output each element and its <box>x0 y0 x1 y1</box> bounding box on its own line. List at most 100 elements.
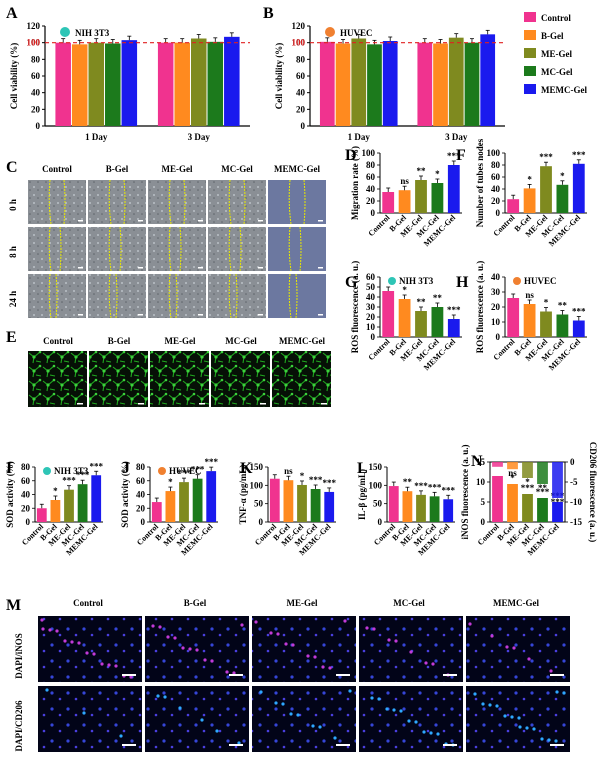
y-tick-label: 60 <box>491 172 501 182</box>
chart-d: Migration rate (%) 020406080100ControlnsB… <box>350 146 462 248</box>
scale-bar <box>138 314 143 316</box>
scale-bar <box>138 220 143 222</box>
bar-control <box>151 502 162 522</box>
bar-mc-gel-0 <box>367 44 382 127</box>
wound-edge-line <box>48 179 52 225</box>
bar-mc-gel <box>556 314 569 337</box>
bar-control <box>36 508 47 522</box>
significance-label: *** <box>191 465 205 475</box>
significance-label: *** <box>572 307 586 317</box>
y-tick-label: 10 <box>491 317 501 327</box>
chart-title: NIH 3T3 <box>54 466 89 476</box>
bar-b-gel <box>165 491 176 522</box>
wound-edge-line <box>295 273 298 319</box>
stained-cell <box>173 636 177 640</box>
wound-edge-line <box>119 226 122 272</box>
stained-cell <box>468 622 472 626</box>
scale-bar <box>199 403 205 405</box>
wound-edge-line <box>123 179 126 225</box>
stained-cell <box>70 640 74 644</box>
y-tick-label: 10 <box>476 477 486 487</box>
y-tick-label: 0 <box>301 121 306 131</box>
y-tick-label: 100 <box>487 148 501 158</box>
bar-me-gel <box>415 311 427 337</box>
bar-mc-gel-1 <box>207 41 224 127</box>
stained-cell <box>311 724 315 728</box>
y-tick-label: 50 <box>366 282 376 292</box>
scale-bar <box>138 403 144 405</box>
significance-label: ** <box>417 166 427 176</box>
significance-label: * <box>525 477 530 487</box>
bar-control <box>382 291 395 337</box>
y-tick-label: 0 <box>371 332 376 342</box>
y-tick-label-right: -5 <box>570 477 578 487</box>
title-dot <box>325 27 335 37</box>
wound-edge-line <box>179 226 182 272</box>
legend-swatch-mc-gel <box>524 66 536 76</box>
stained-cell <box>422 730 426 734</box>
image-column-label: Control <box>73 598 103 608</box>
bar-b-gel <box>283 480 294 522</box>
y-tick-label: 150 <box>369 462 383 472</box>
y-axis-label: SOD activity (%) <box>5 461 15 528</box>
bar-mc-gel <box>431 183 444 213</box>
y-tick-label: 100 <box>27 38 41 48</box>
bar-me-gel <box>64 489 74 522</box>
y-tick-label: 30 <box>491 287 501 297</box>
scale-bar <box>198 314 203 316</box>
y-tick-label: 20 <box>296 104 306 114</box>
significance-label: * <box>560 171 565 181</box>
bar-control-0 <box>319 41 335 127</box>
scale-bar <box>321 403 327 405</box>
stained-cell <box>318 725 322 729</box>
fluorescence-image <box>252 616 356 682</box>
stained-cell <box>407 719 411 723</box>
stained-cell <box>114 664 118 668</box>
reference-line-label: 100 <box>27 38 41 48</box>
chart-title: HUVEC <box>524 276 557 286</box>
bar-memc-gel <box>447 165 460 213</box>
bar-me-gel <box>540 311 552 337</box>
image-column-label: MEMC-Gel <box>279 336 325 346</box>
bar-b-gel-0 <box>71 44 88 127</box>
scale-bar <box>258 314 263 316</box>
significance-label: ns <box>525 290 534 300</box>
panel-label-f: F <box>456 147 466 164</box>
wound-edge-line <box>288 226 292 272</box>
stained-cell <box>525 726 529 730</box>
y-tick-label: 60 <box>136 476 146 486</box>
legend-swatch-me-gel <box>524 48 536 58</box>
panel-label-d: D <box>345 147 357 164</box>
stained-cell <box>289 712 293 716</box>
significance-label: *** <box>539 152 553 162</box>
significance-label: ** <box>558 301 568 311</box>
y-tick-label: 0 <box>259 517 264 527</box>
y-tick-label: 50 <box>254 499 264 509</box>
wound-edge-line <box>288 179 292 225</box>
stained-cell <box>313 655 317 659</box>
scale-bar <box>198 267 203 269</box>
scale-bar <box>550 744 564 746</box>
wound-edge-line <box>228 273 232 319</box>
wound-edge-line <box>48 226 52 272</box>
significance-label: *** <box>447 305 461 315</box>
y-tick-label: 40 <box>491 272 501 282</box>
stained-cell <box>555 690 559 694</box>
y-tick-label: 0 <box>26 517 31 527</box>
migration-image <box>28 227 86 271</box>
stained-cell <box>306 654 310 658</box>
wound-edge-line <box>299 226 302 272</box>
significance-label: *** <box>62 476 76 486</box>
stained-cell <box>370 696 374 700</box>
scale-bar <box>258 220 263 222</box>
image-column-label: MEMC-Gel <box>493 598 539 608</box>
wound-edge-line <box>228 226 232 272</box>
migration-image <box>28 180 86 224</box>
bar-inos-b-gel <box>507 484 518 522</box>
scale-bar <box>198 220 203 222</box>
image-row-label: 24 h <box>8 291 18 307</box>
y-tick-label: 80 <box>366 160 376 170</box>
bar-inos-mc-gel <box>537 498 548 522</box>
scale-bar <box>122 674 136 676</box>
stained-cell <box>436 732 440 736</box>
